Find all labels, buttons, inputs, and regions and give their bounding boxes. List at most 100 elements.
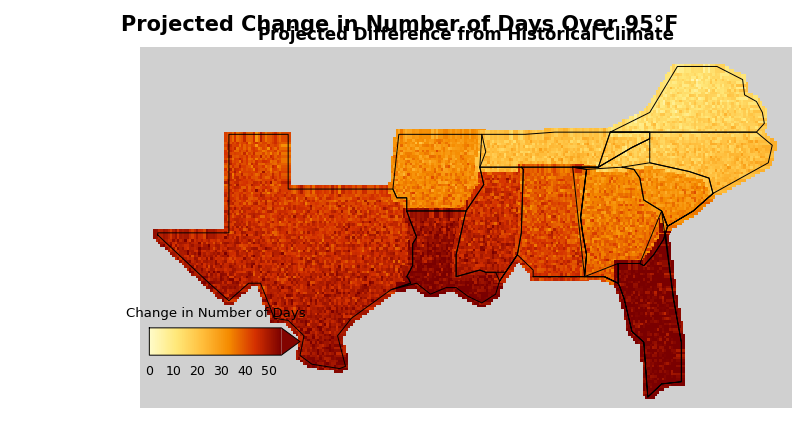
Point bbox=[716, 153, 729, 160]
Point bbox=[483, 266, 496, 273]
Point bbox=[699, 161, 712, 167]
Point bbox=[278, 212, 290, 219]
Point bbox=[254, 275, 266, 282]
Point bbox=[619, 248, 632, 255]
Point bbox=[554, 215, 567, 222]
Point bbox=[344, 223, 357, 230]
Point bbox=[390, 186, 402, 193]
Point bbox=[246, 197, 259, 204]
Point bbox=[294, 315, 307, 322]
Point bbox=[617, 208, 630, 215]
Point bbox=[332, 202, 345, 209]
Point bbox=[648, 330, 661, 337]
Point bbox=[451, 197, 464, 204]
Point bbox=[214, 265, 226, 272]
Point bbox=[562, 129, 574, 136]
Point bbox=[694, 113, 707, 119]
Point bbox=[699, 105, 712, 111]
Point bbox=[557, 212, 570, 219]
Point bbox=[519, 132, 532, 139]
Point bbox=[244, 184, 257, 190]
Point bbox=[463, 278, 476, 285]
Point bbox=[330, 228, 342, 235]
Point bbox=[488, 256, 501, 263]
Point bbox=[647, 201, 660, 208]
Point bbox=[505, 163, 518, 170]
Point bbox=[427, 202, 440, 209]
Point bbox=[568, 257, 581, 264]
Point bbox=[339, 260, 352, 266]
Point bbox=[170, 241, 183, 248]
Point bbox=[714, 71, 726, 77]
Point bbox=[306, 233, 318, 240]
Point bbox=[387, 186, 400, 193]
Point bbox=[599, 161, 612, 167]
Point bbox=[510, 161, 522, 167]
Point bbox=[642, 193, 655, 200]
Point bbox=[292, 302, 305, 309]
Point bbox=[512, 212, 525, 218]
Point bbox=[275, 210, 288, 217]
Point bbox=[521, 207, 534, 214]
Point bbox=[663, 186, 676, 193]
Point bbox=[268, 278, 281, 285]
Point bbox=[465, 178, 478, 185]
Point bbox=[642, 147, 655, 154]
Point bbox=[557, 231, 570, 238]
Point bbox=[209, 273, 222, 280]
Point bbox=[403, 160, 416, 167]
Point bbox=[374, 210, 387, 217]
Point bbox=[464, 259, 477, 266]
Point bbox=[495, 188, 508, 195]
Point bbox=[647, 191, 660, 198]
Point bbox=[650, 110, 662, 117]
Point bbox=[605, 274, 618, 281]
Point bbox=[239, 194, 252, 201]
Point bbox=[590, 161, 603, 167]
Point bbox=[422, 202, 435, 209]
Point bbox=[474, 158, 486, 165]
Point bbox=[396, 189, 409, 196]
Point bbox=[382, 260, 394, 266]
Point bbox=[709, 161, 722, 167]
Point bbox=[692, 147, 705, 154]
Point bbox=[478, 196, 491, 203]
Point bbox=[675, 204, 688, 211]
Point bbox=[244, 176, 257, 182]
Point bbox=[430, 197, 442, 204]
Point bbox=[190, 241, 202, 248]
Point bbox=[216, 273, 229, 280]
Point bbox=[202, 260, 214, 266]
Point bbox=[432, 270, 445, 277]
Point bbox=[605, 216, 618, 223]
Point bbox=[704, 147, 717, 154]
Point bbox=[216, 244, 229, 251]
Point bbox=[234, 197, 247, 204]
Point bbox=[721, 176, 734, 183]
Point bbox=[670, 68, 683, 75]
Point bbox=[540, 255, 553, 261]
Point bbox=[330, 255, 342, 261]
Point bbox=[411, 268, 424, 275]
Point bbox=[301, 357, 314, 364]
Point bbox=[744, 120, 757, 127]
Point bbox=[439, 197, 452, 204]
Point bbox=[362, 241, 375, 248]
Point bbox=[204, 239, 217, 246]
Point bbox=[234, 218, 247, 224]
Point bbox=[628, 196, 641, 202]
Point bbox=[646, 267, 658, 274]
Point bbox=[502, 196, 515, 203]
Point bbox=[550, 156, 562, 162]
Point bbox=[732, 166, 745, 173]
Point bbox=[652, 132, 665, 139]
Point bbox=[254, 233, 266, 240]
Point bbox=[737, 145, 750, 152]
Point bbox=[658, 145, 671, 152]
Point bbox=[607, 224, 620, 231]
Point bbox=[280, 289, 293, 295]
Point bbox=[680, 128, 693, 135]
Point bbox=[595, 198, 608, 205]
Point bbox=[633, 118, 646, 125]
Point bbox=[327, 280, 340, 287]
